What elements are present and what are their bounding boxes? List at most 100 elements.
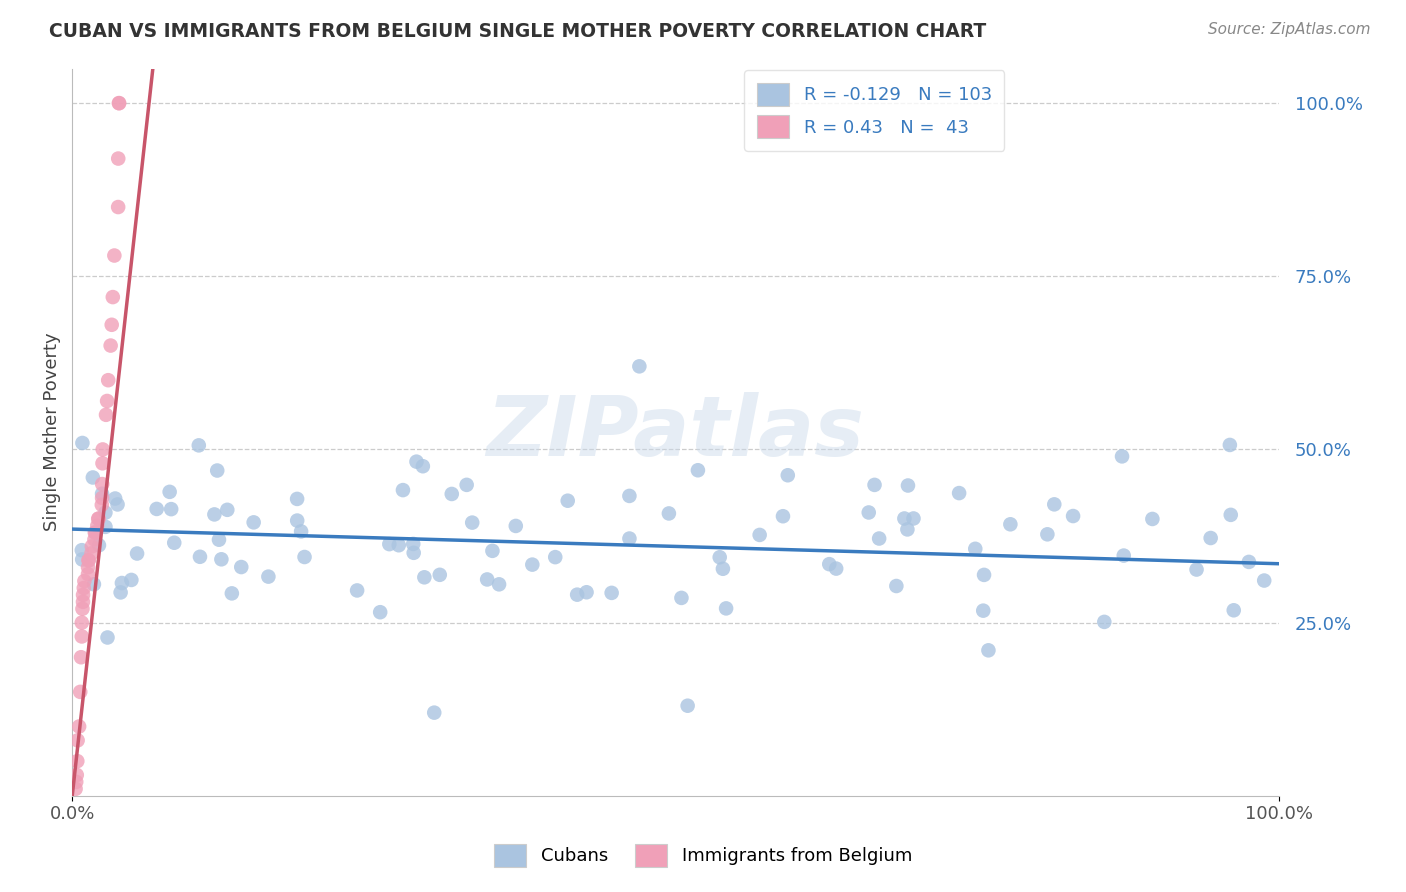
Point: [108, 96, 131, 111]
Point: [378, 537, 401, 551]
Point: [948, 486, 970, 500]
Point: [461, 516, 484, 530]
Point: [209, 552, 232, 566]
Point: [108, 96, 131, 111]
Point: [858, 506, 880, 520]
Point: [73, 574, 96, 588]
Point: [1036, 527, 1059, 541]
Point: [125, 547, 148, 561]
Point: [544, 550, 567, 565]
Point: [208, 533, 231, 547]
Point: [107, 152, 129, 166]
Point: [488, 577, 510, 591]
Point: [94, 520, 117, 534]
Point: [70, 552, 93, 566]
Point: [294, 549, 316, 564]
Point: [1199, 531, 1222, 545]
Point: [242, 516, 264, 530]
Point: [70, 630, 93, 644]
Point: [903, 511, 925, 525]
Text: Source: ZipAtlas.com: Source: ZipAtlas.com: [1208, 22, 1371, 37]
Point: [66, 768, 89, 782]
Point: [217, 503, 239, 517]
Point: [87, 512, 110, 526]
Point: [671, 591, 693, 605]
Point: [70, 543, 93, 558]
Point: [405, 455, 427, 469]
Point: [67, 719, 90, 733]
Point: [1237, 555, 1260, 569]
Point: [557, 493, 579, 508]
Point: [440, 487, 463, 501]
Point: [818, 557, 841, 571]
Text: ZIPatlas: ZIPatlas: [486, 392, 865, 473]
Point: [1112, 549, 1135, 563]
Point: [1253, 574, 1275, 588]
Point: [868, 532, 890, 546]
Point: [97, 373, 120, 387]
Point: [83, 525, 105, 540]
Point: [96, 394, 118, 409]
Point: [619, 532, 641, 546]
Point: [187, 438, 209, 452]
Point: [897, 478, 920, 492]
Point: [94, 506, 117, 520]
Point: [221, 586, 243, 600]
Point: [1000, 517, 1022, 532]
Point: [145, 502, 167, 516]
Point: [368, 605, 391, 619]
Point: [90, 498, 112, 512]
Point: [96, 631, 118, 645]
Point: [1219, 508, 1241, 522]
Point: [72, 436, 94, 450]
Point: [77, 553, 100, 567]
Point: [388, 538, 411, 552]
Point: [658, 507, 681, 521]
Point: [972, 604, 994, 618]
Point: [110, 585, 132, 599]
Point: [83, 533, 105, 547]
Point: [413, 570, 436, 584]
Point: [776, 468, 799, 483]
Point: [77, 560, 100, 574]
Point: [91, 442, 114, 457]
Point: [285, 491, 308, 506]
Point: [83, 577, 105, 591]
Text: CUBAN VS IMMIGRANTS FROM BELGIUM SINGLE MOTHER POVERTY CORRELATION CHART: CUBAN VS IMMIGRANTS FROM BELGIUM SINGLE …: [49, 22, 987, 41]
Point: [600, 586, 623, 600]
Point: [65, 781, 87, 796]
Point: [111, 576, 134, 591]
Point: [82, 470, 104, 484]
Point: [66, 754, 89, 768]
Point: [101, 290, 124, 304]
Point: [87, 538, 110, 552]
Point: [159, 484, 181, 499]
Point: [676, 698, 699, 713]
Point: [72, 588, 94, 602]
Point: [748, 528, 770, 542]
Point: [1043, 497, 1066, 511]
Point: [65, 775, 87, 789]
Point: [567, 588, 589, 602]
Point: [896, 523, 918, 537]
Point: [87, 512, 110, 526]
Point: [686, 463, 709, 477]
Point: [886, 579, 908, 593]
Point: [893, 511, 915, 525]
Point: [91, 456, 114, 470]
Point: [709, 550, 731, 565]
Point: [1185, 563, 1208, 577]
Point: [711, 562, 734, 576]
Point: [977, 643, 1000, 657]
Point: [160, 502, 183, 516]
Legend: R = -0.129   N = 103, R = 0.43   N =  43: R = -0.129 N = 103, R = 0.43 N = 43: [744, 70, 1004, 151]
Point: [1062, 509, 1084, 524]
Point: [481, 544, 503, 558]
Point: [80, 546, 103, 560]
Point: [91, 477, 114, 491]
Point: [257, 569, 280, 583]
Point: [714, 601, 737, 615]
Point: [505, 519, 527, 533]
Point: [91, 491, 114, 505]
Point: [1092, 615, 1115, 629]
